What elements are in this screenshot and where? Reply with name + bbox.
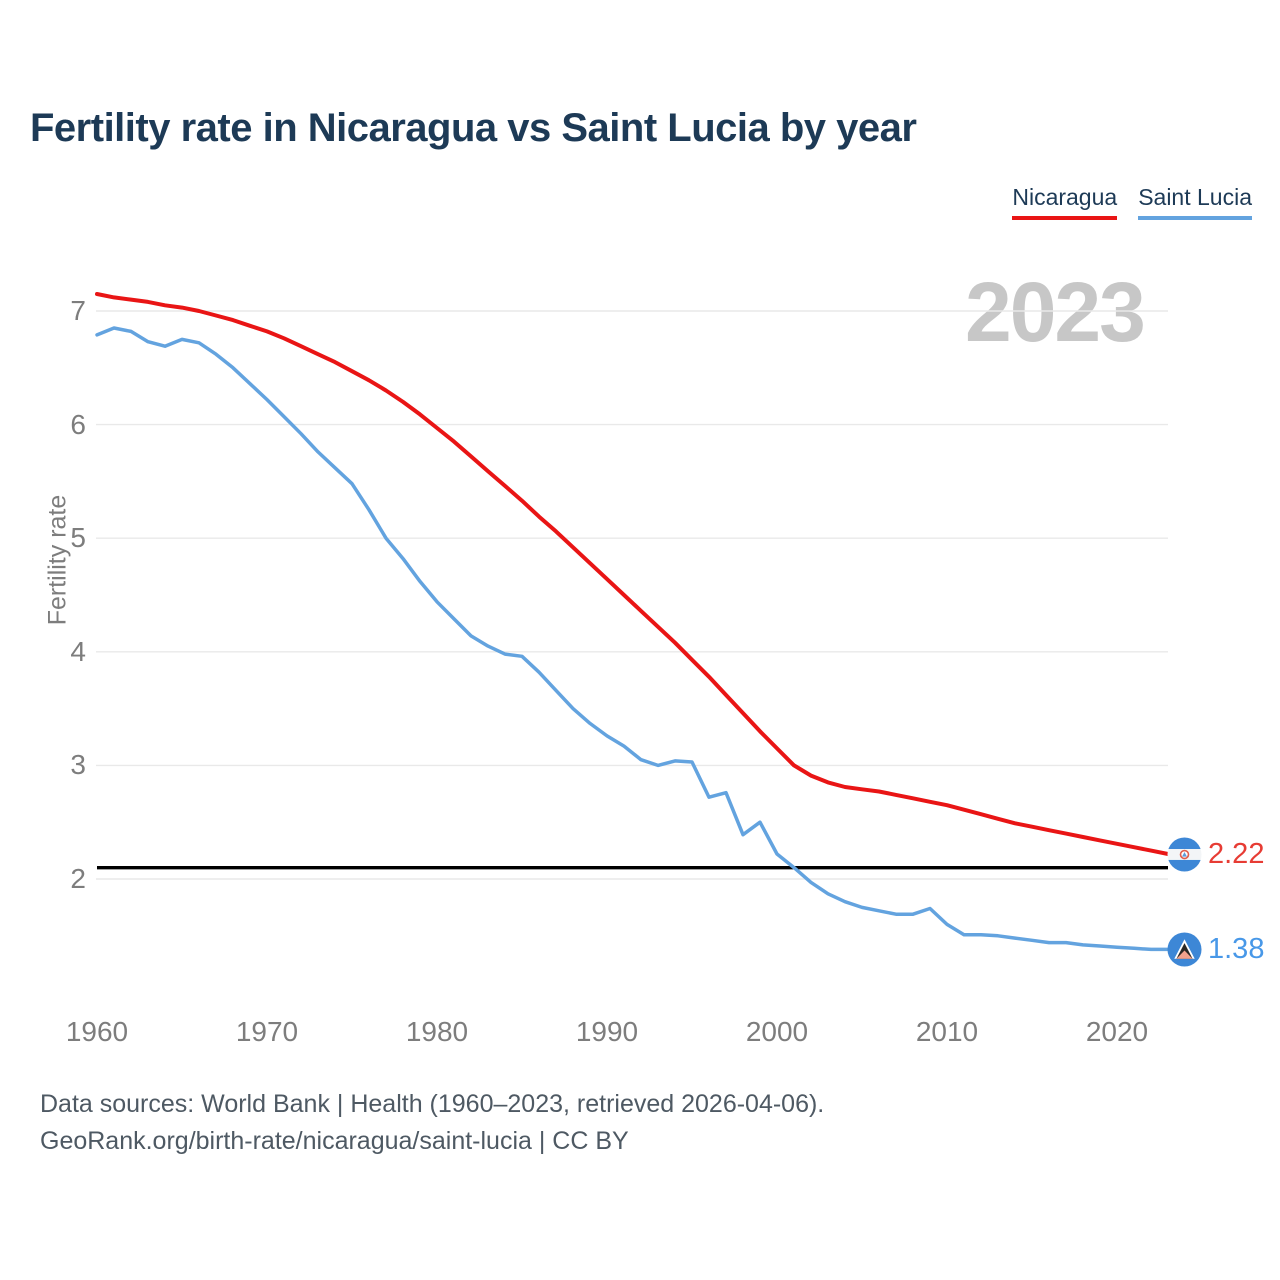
x-tick-1990: 1990: [575, 1016, 639, 1047]
legend-item-saint-lucia[interactable]: Saint Lucia: [1138, 184, 1252, 220]
saint-lucia-flag-icon: [1167, 932, 1202, 967]
end-value-nicaragua: 2.22: [1208, 838, 1265, 870]
x-tick-2000: 2000: [745, 1016, 809, 1047]
footer: Data sources: World Bank | Health (1960–…: [40, 1086, 824, 1160]
x-tick-2010: 2010: [915, 1016, 979, 1047]
footer-data-sources: Data sources: World Bank | Health (1960–…: [40, 1090, 825, 1118]
chart-legend: Nicaragua Saint Lucia: [1012, 184, 1252, 220]
legend-item-nicaragua[interactable]: Nicaragua: [1012, 184, 1118, 220]
y-tick-3: 3: [70, 749, 86, 780]
x-tick-2020: 2020: [1085, 1016, 1149, 1047]
y-tick-6: 6: [70, 409, 86, 440]
x-tick-1970: 1970: [235, 1016, 299, 1047]
y-tick-5: 5: [70, 522, 86, 553]
page-title: Fertility rate in Nicaragua vs Saint Luc…: [30, 106, 917, 150]
end-label-nicaragua: 2.22: [1167, 837, 1264, 872]
y-tick-4: 4: [70, 636, 86, 667]
footer-attribution[interactable]: GeoRank.org/birth-rate/nicaragua/saint-l…: [40, 1127, 629, 1155]
nicaragua-flag-icon: [1167, 837, 1202, 872]
end-value-saint-lucia: 1.38: [1208, 933, 1265, 965]
year-watermark: 2023: [965, 265, 1146, 359]
y-axis-title: Fertility rate: [43, 494, 72, 626]
y-tick-7: 7: [70, 295, 86, 326]
end-label-saint-lucia: 1.38: [1167, 932, 1264, 967]
y-tick-2: 2: [70, 863, 86, 894]
x-tick-1960: 1960: [65, 1016, 129, 1047]
x-tick-1980: 1980: [405, 1016, 469, 1047]
